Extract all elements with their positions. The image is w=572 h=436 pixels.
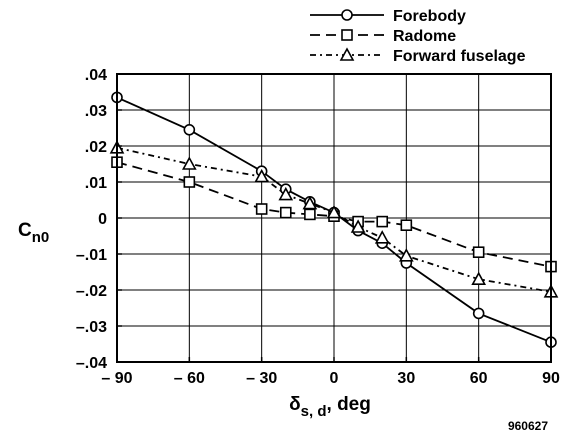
data-point-triangle [278, 186, 294, 201]
y-axis-label-main: C [18, 220, 32, 241]
x-tick-label: – 30 [246, 370, 277, 387]
data-point-triangle [326, 204, 342, 219]
legend-marker-triangle [339, 47, 355, 61]
data-point-triangle [350, 219, 366, 233]
x-tick-label: 60 [470, 370, 488, 387]
y-axis-label-subscript: n0 [32, 229, 50, 246]
y-tick-label: .01 [85, 175, 107, 192]
plot-frame [116, 73, 552, 363]
data-point-square [304, 208, 316, 221]
x-tick-label: 90 [542, 370, 560, 387]
data-point-square [183, 176, 196, 188]
data-point-square [376, 215, 389, 228]
legend-label: Forebody [393, 8, 466, 25]
data-markers [109, 91, 559, 349]
data-point-square [472, 246, 485, 258]
legend-label: Forward fuselage [393, 48, 526, 65]
data-point-triangle [398, 248, 414, 262]
data-point-triangle [471, 271, 487, 286]
x-axis-label: δs, d, deg [289, 394, 371, 420]
data-point-square [279, 206, 292, 219]
y-tick-label: .03 [85, 103, 107, 120]
data-point-triangle [254, 168, 270, 183]
y-axis-label: Cn0 [18, 220, 49, 246]
x-axis-label-symbol: δ [289, 394, 301, 415]
y-tick-label: –.02 [76, 283, 107, 300]
data-point-triangle [181, 156, 197, 170]
figure-id-label: 960627 [508, 419, 548, 433]
x-axis-label-subscript: s, d [301, 403, 327, 420]
y-tick-label: .02 [85, 139, 107, 156]
x-axis-label-unit: , deg [327, 394, 371, 415]
legend-label: Radome [393, 28, 456, 45]
y-tick-label: 0 [98, 211, 107, 228]
y-tick-label: –.03 [76, 319, 107, 336]
data-point-square [255, 203, 268, 215]
y-tick-label: .04 [85, 67, 107, 84]
legend-marker-square [341, 29, 353, 41]
x-tick-label: 30 [397, 370, 415, 387]
data-point-triangle [374, 230, 390, 244]
legend: Forebody Radome Forward fuselage [310, 8, 526, 65]
y-tick-label: –.04 [76, 355, 107, 372]
legend-marker-circle [341, 9, 353, 21]
data-point-circle [183, 124, 196, 136]
data-point-triangle [302, 195, 318, 210]
x-tick-label: – 60 [174, 370, 205, 387]
data-point-circle [472, 307, 485, 320]
x-tick-label: 0 [330, 370, 339, 387]
x-tick-label: – 90 [101, 370, 132, 387]
y-tick-label: –.01 [76, 247, 107, 264]
data-point-square [400, 219, 413, 231]
tick-labels: – 90 – 60 – 30 0 30 60 90 .04 .03 .02 .01 0 –.01 –.02… [76, 67, 560, 387]
